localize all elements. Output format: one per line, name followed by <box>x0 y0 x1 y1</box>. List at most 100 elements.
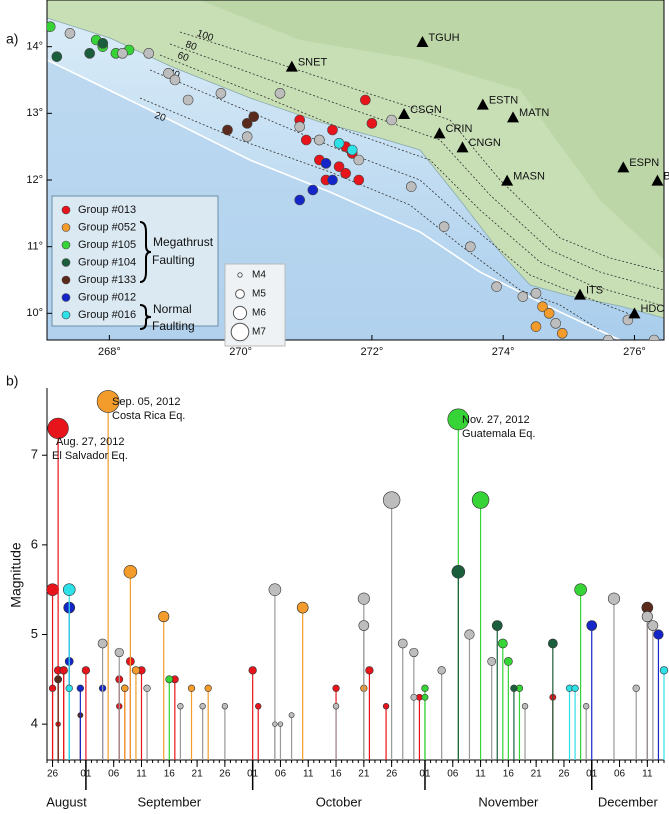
event-marker <box>654 630 664 640</box>
event-marker <box>115 648 124 657</box>
event-marker <box>273 722 278 727</box>
brace-label: Faulting <box>152 253 195 267</box>
event <box>242 132 252 142</box>
event-marker <box>633 685 640 692</box>
event-marker <box>511 685 518 692</box>
event-marker <box>47 584 59 596</box>
event-marker <box>587 621 597 631</box>
event-marker <box>358 593 370 605</box>
x-tick-label: 06 <box>614 769 626 780</box>
station-label: CNGN <box>468 137 500 149</box>
event-marker <box>472 492 489 509</box>
y-tick-label: 6 <box>31 536 38 551</box>
event <box>649 335 659 345</box>
event <box>216 88 226 98</box>
event-marker <box>383 492 400 509</box>
x-tick-label: 26 <box>47 769 59 780</box>
stems <box>47 390 668 760</box>
event <box>98 38 108 48</box>
event <box>223 125 233 135</box>
month-label: August <box>46 794 87 809</box>
event <box>341 168 351 178</box>
x-tick-label: 06 <box>447 769 459 780</box>
brace-label: Faulting <box>152 319 195 333</box>
event <box>301 135 311 145</box>
annotation: Guatemala Eq. <box>462 428 535 440</box>
event <box>564 342 574 352</box>
event-marker <box>205 685 212 692</box>
month-label: October <box>316 794 363 809</box>
y-tick-label: 11° <box>27 241 43 253</box>
event-marker <box>188 685 195 692</box>
event <box>85 48 95 58</box>
station-label: CRIN <box>446 123 473 135</box>
panel-label: b) <box>6 373 18 389</box>
x-tick-label: 26 <box>386 769 398 780</box>
x-tick-label: 268° <box>98 346 121 358</box>
event-marker <box>249 667 257 675</box>
event <box>531 322 541 332</box>
x-tick-label: 276° <box>623 346 646 358</box>
size-label: M7 <box>252 327 266 338</box>
event-marker <box>49 685 56 692</box>
legend-label: Group #013 <box>78 204 136 216</box>
event-marker <box>522 703 528 709</box>
event-marker <box>144 685 151 692</box>
size-swatch <box>238 273 242 277</box>
event-marker <box>583 703 589 709</box>
station-label: BLUN <box>663 171 669 183</box>
x-tick-label: 16 <box>503 769 515 780</box>
event-marker <box>166 676 173 683</box>
event-marker <box>124 565 137 578</box>
event <box>65 28 75 38</box>
event <box>367 118 377 128</box>
event-marker <box>575 584 587 596</box>
station-label: SNET <box>298 57 328 69</box>
panel-label: a) <box>6 31 18 47</box>
annotation: Nov. 27, 2012 <box>462 414 530 426</box>
legend-label: Group #012 <box>78 291 136 303</box>
event <box>603 335 613 345</box>
event <box>406 182 416 192</box>
event-marker <box>77 685 84 692</box>
event-marker <box>438 667 446 675</box>
y-tick-label: 13° <box>26 107 43 119</box>
event-marker <box>660 667 668 675</box>
x-tick-label: 11 <box>303 769 314 780</box>
event-marker <box>608 593 620 605</box>
legend-label: Group #104 <box>78 256 136 268</box>
event-marker <box>121 685 128 692</box>
station-label: MATN <box>519 107 549 119</box>
event-marker <box>465 630 475 640</box>
event-marker <box>422 694 428 700</box>
x-tick-label: 16 <box>330 769 342 780</box>
event-marker <box>82 667 90 675</box>
annotation: Aug. 27, 2012 <box>56 436 125 448</box>
event-marker <box>132 667 140 675</box>
event-marker <box>488 657 496 665</box>
event <box>295 122 305 132</box>
event-marker <box>333 685 340 692</box>
legend-swatch <box>62 224 70 232</box>
size-swatch <box>233 306 246 319</box>
event <box>492 282 502 292</box>
brace-label: Megathrust <box>153 235 214 249</box>
event <box>321 158 331 168</box>
event <box>465 242 475 252</box>
event <box>170 75 180 85</box>
month-label: November <box>478 794 539 809</box>
event <box>52 52 62 62</box>
x-tick-label: 06 <box>108 769 120 780</box>
legend-label: Group #133 <box>78 274 136 286</box>
event-marker <box>158 611 169 622</box>
page: a) b) Magnitude 10080604020268°270°272°2… <box>0 0 669 814</box>
event-marker <box>222 703 228 709</box>
event-marker <box>66 685 73 692</box>
station-label: TGUH <box>428 32 459 44</box>
x-tick-label: 21 <box>531 769 543 780</box>
x-tick-label: 11 <box>136 769 147 780</box>
event-marker <box>289 713 294 718</box>
event-marker <box>98 639 107 648</box>
station-label: ESPN <box>629 157 659 169</box>
event <box>531 288 541 298</box>
